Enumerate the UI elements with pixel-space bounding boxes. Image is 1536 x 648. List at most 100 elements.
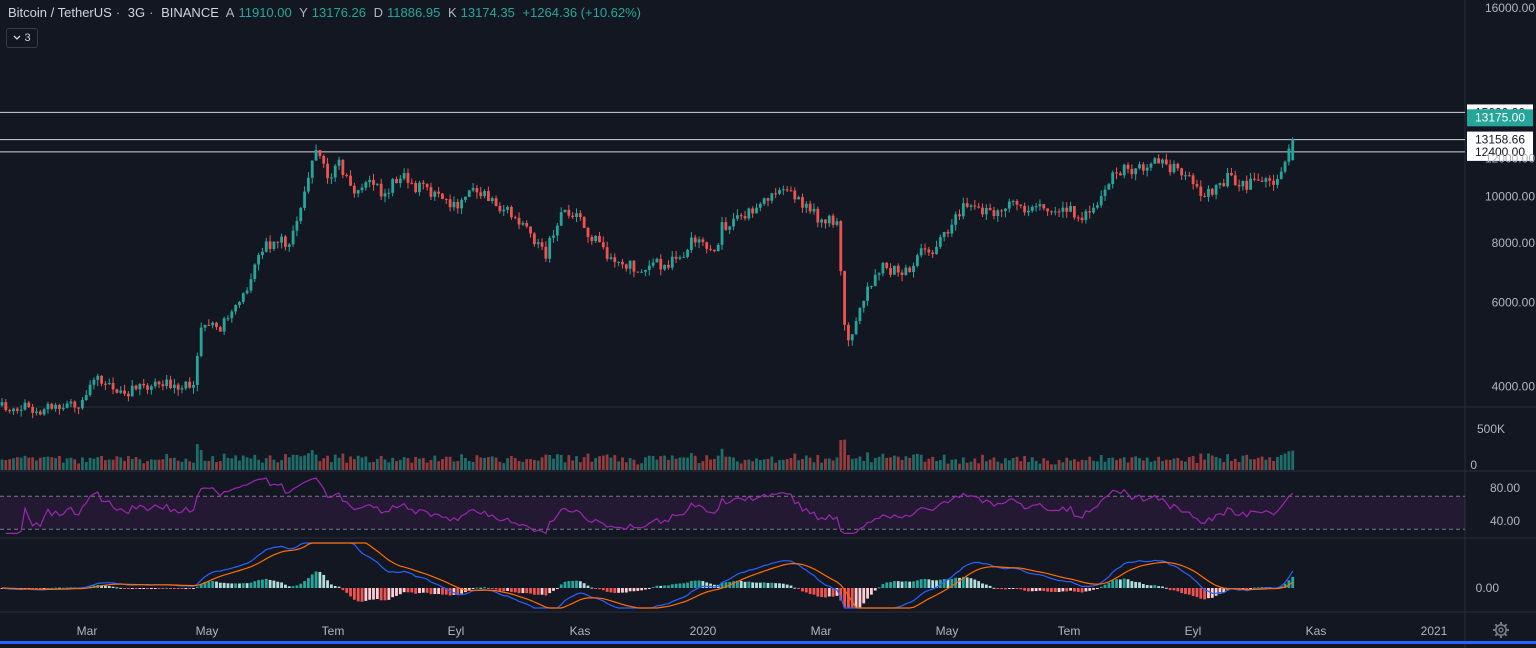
volume-bar [1053, 464, 1057, 470]
volume-bar [766, 458, 770, 470]
macd-histogram-bar [352, 588, 356, 600]
symbol-legend: Bitcoin / TetherUS · 3G · BINANCE A 11910.0… [8, 5, 642, 20]
volume-bar [375, 458, 379, 470]
candle-body [847, 324, 850, 341]
candle-body [134, 385, 138, 390]
macd-histogram-bar [494, 588, 498, 590]
macd-histogram-bar [961, 576, 965, 588]
candle-body [1061, 207, 1065, 212]
macd-histogram-bar [490, 588, 494, 589]
macd-histogram-bar [1076, 588, 1080, 593]
macd-histogram-bar [659, 585, 663, 588]
macd-histogram-bar [180, 588, 184, 589]
candle-body [429, 187, 433, 197]
candle-body [1141, 164, 1145, 171]
volume-bar [291, 454, 295, 470]
gear-icon[interactable] [1492, 621, 1510, 639]
volume-bar [1103, 461, 1107, 470]
macd-histogram-bar [333, 586, 337, 588]
volume-bar [827, 458, 831, 470]
macd-histogram-bar [218, 582, 222, 588]
volume-bar [65, 458, 69, 470]
volume-bar [559, 454, 563, 470]
candle-body [651, 262, 655, 266]
macd-histogram-bar [843, 588, 846, 608]
volume-bar [866, 452, 869, 470]
candle-body [425, 183, 429, 188]
volume-bar [1099, 454, 1103, 470]
volume-bar [996, 461, 1000, 470]
volume-bar [762, 459, 766, 470]
volume-bar [218, 461, 222, 470]
candle-body [1153, 158, 1157, 164]
volume-bar [1050, 464, 1053, 470]
interval-label[interactable]: 3G [127, 5, 146, 20]
volume-bar [667, 459, 670, 470]
candle-body [724, 222, 728, 230]
volume-bar [1245, 454, 1249, 470]
volume-bar [1230, 460, 1233, 470]
candle-body [1103, 189, 1107, 196]
candle-body [889, 268, 892, 275]
volume-bar [31, 457, 35, 470]
macd-histogram-bar [1279, 586, 1283, 588]
volume-bar [1279, 455, 1283, 470]
indicators-collapse-button[interactable]: 3 [6, 28, 38, 48]
candle-body [460, 199, 463, 209]
candle-body [483, 191, 486, 197]
volume-bar [73, 459, 77, 470]
volume-bar [617, 461, 621, 470]
macd-histogram-bar [452, 588, 456, 595]
macd-histogram-bar [487, 588, 490, 589]
volume-group [0, 439, 1295, 470]
macd-histogram-bar [418, 588, 421, 594]
candle-body [169, 379, 172, 389]
volume-bar [464, 457, 467, 470]
symbol-name[interactable]: Bitcoin / TetherUS [8, 5, 112, 20]
candle-body [61, 407, 65, 410]
macd-histogram-bar [1095, 588, 1099, 589]
macd-histogram-bar [808, 588, 812, 595]
macd-histogram-bar [326, 580, 329, 588]
volume-bar [548, 454, 552, 470]
candle-body [1184, 175, 1187, 177]
volume-bar [854, 458, 858, 470]
volume-bar [1111, 457, 1115, 470]
candle-body [119, 390, 123, 393]
macd-histogram-bar [636, 588, 640, 591]
volume-bar [226, 457, 230, 470]
macd-histogram-bar [1092, 588, 1095, 590]
candle-body [448, 199, 452, 208]
volume-bar [1000, 463, 1004, 470]
volume-bar [92, 458, 96, 470]
macd-histogram-bar [134, 588, 138, 589]
macd-histogram-bar [552, 588, 555, 591]
macd-histogram-bar [88, 586, 92, 588]
candle-body [854, 321, 858, 335]
macd-histogram-bar [456, 588, 460, 596]
macd-histogram-bar [1203, 588, 1207, 600]
candle-body [226, 318, 230, 320]
candle-body [931, 252, 935, 255]
volume-bar [1149, 461, 1153, 470]
volume-bar [100, 455, 103, 470]
volume-bar [425, 462, 429, 470]
macd-histogram-bar [705, 582, 709, 588]
candle-body [364, 182, 368, 188]
macd-histogram-bar [222, 582, 226, 588]
volume-bar [264, 458, 268, 470]
macd-histogram-bar [854, 588, 858, 608]
last-price-label-bg [1467, 109, 1533, 127]
candle-body [609, 257, 613, 259]
volume-bar [192, 462, 195, 470]
candle-body [23, 402, 27, 410]
macd-histogram-bar [578, 581, 582, 588]
macd-histogram-bar [801, 588, 804, 592]
candle-body [690, 237, 693, 250]
macd-histogram-bar [126, 588, 130, 589]
macd-histogram-bar [628, 588, 632, 592]
candle-body [1095, 205, 1099, 208]
volume-bar [303, 455, 306, 470]
candle-body [230, 311, 234, 319]
